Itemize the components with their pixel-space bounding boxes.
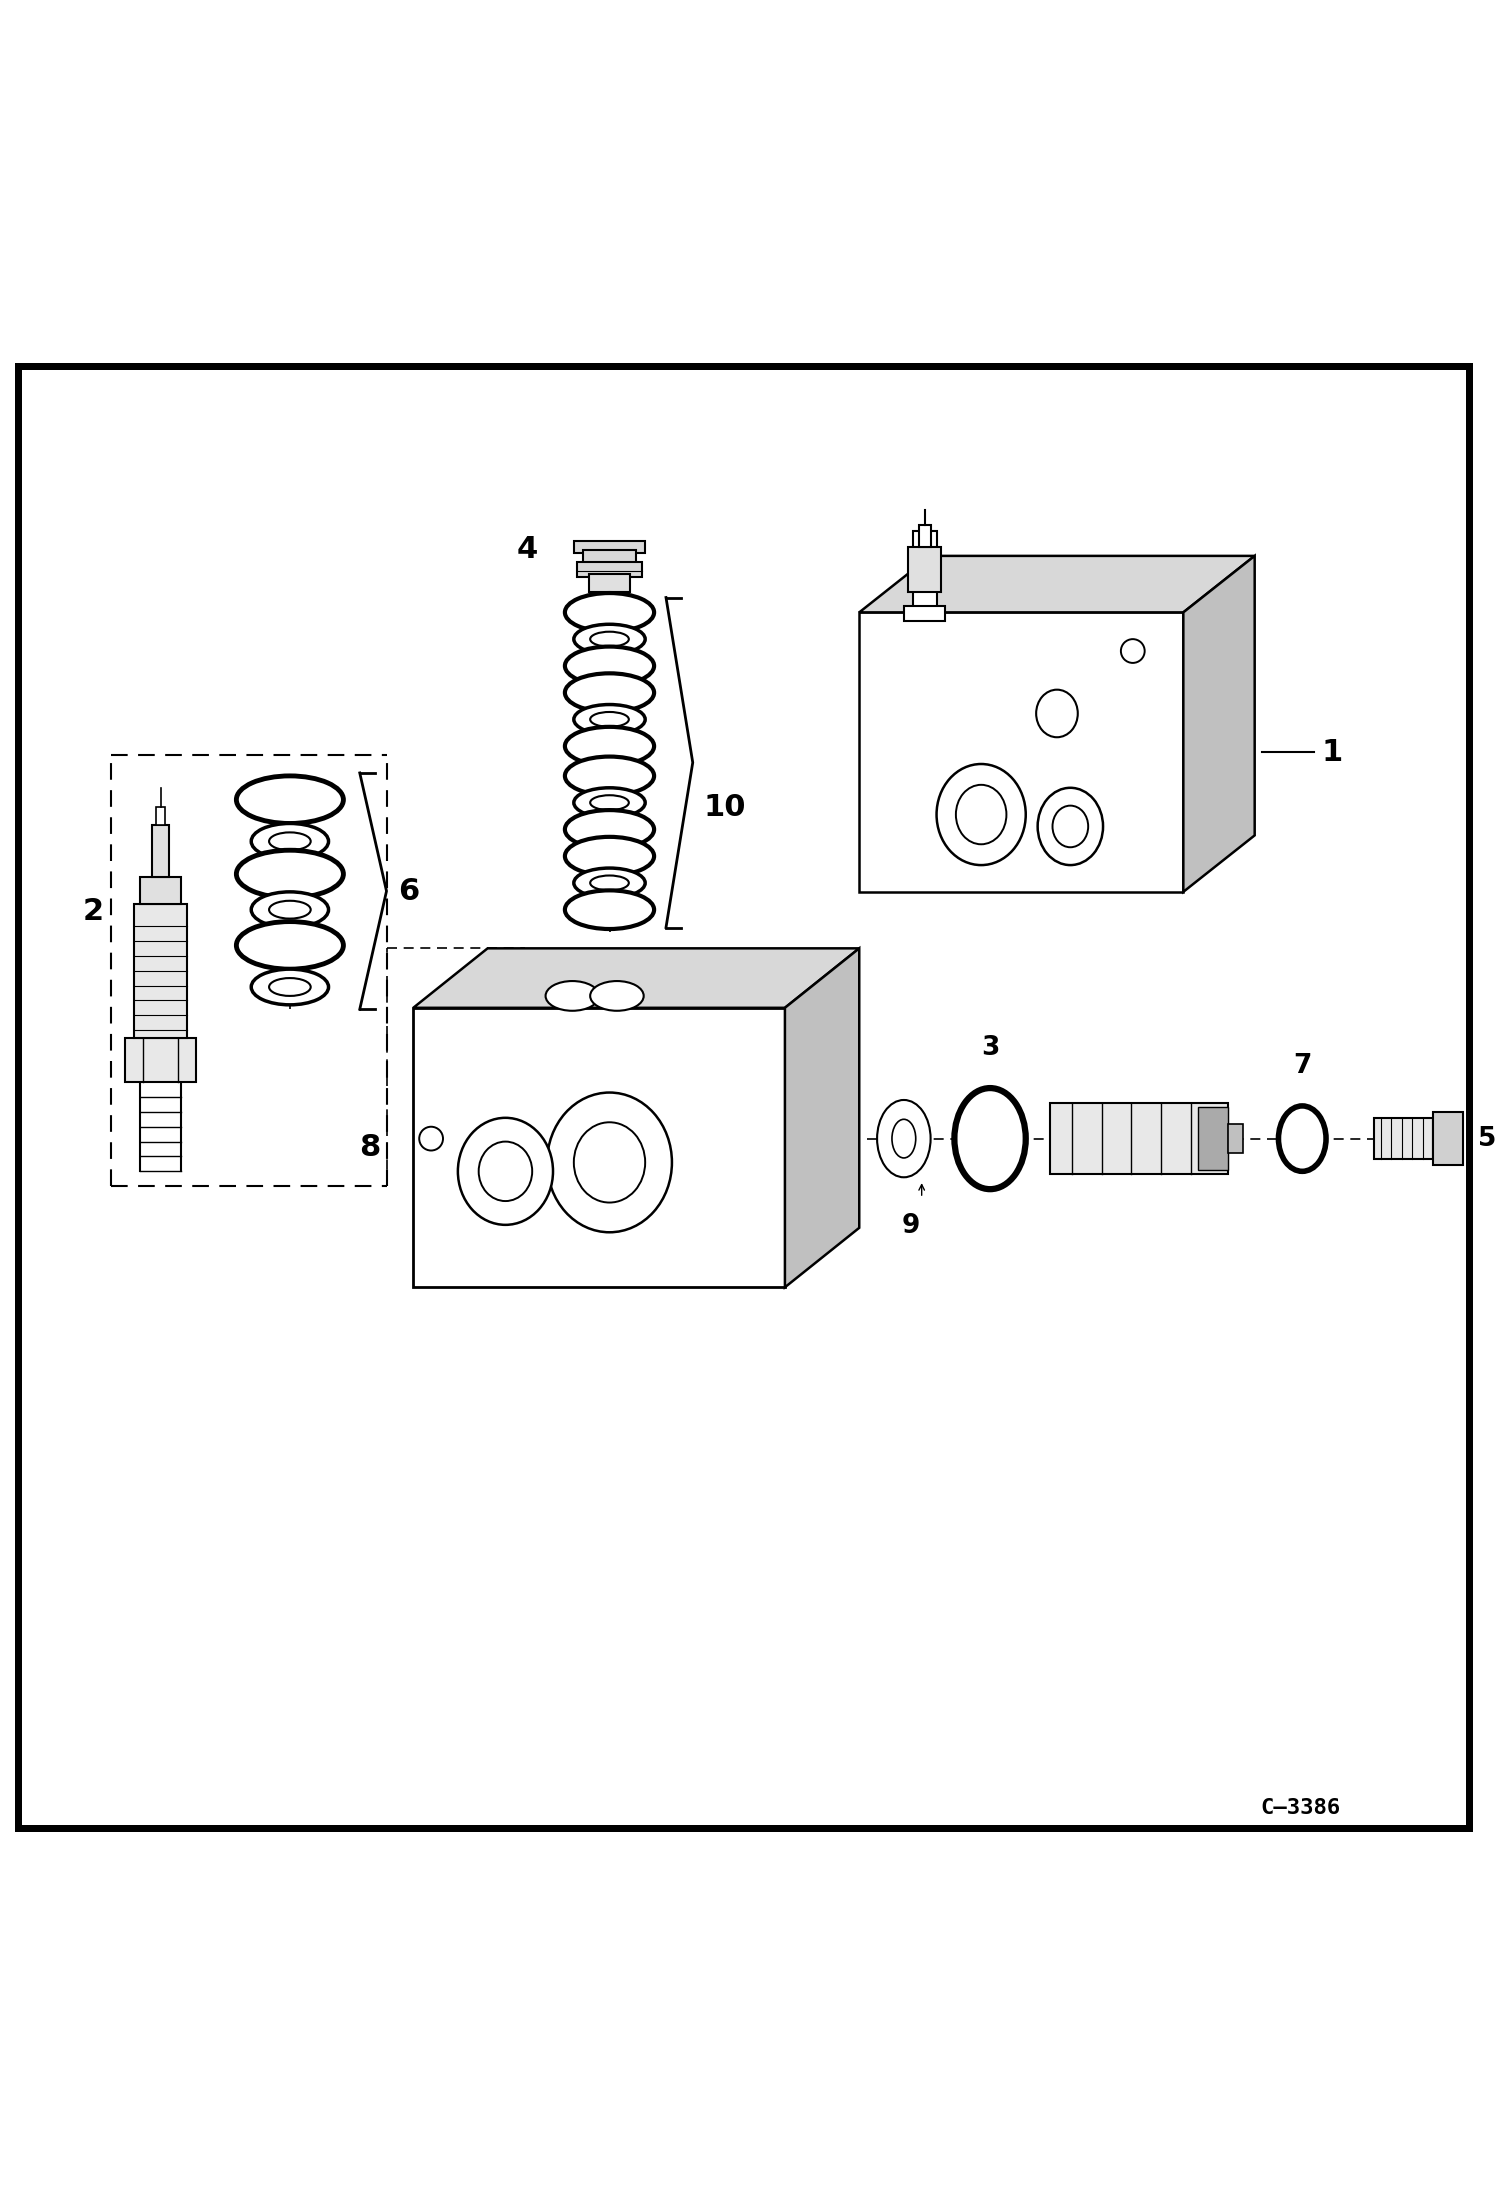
Ellipse shape <box>936 764 1026 864</box>
Ellipse shape <box>547 1093 673 1233</box>
Bar <box>574 542 646 553</box>
Ellipse shape <box>270 902 310 919</box>
Ellipse shape <box>1037 689 1077 737</box>
Bar <box>918 524 930 546</box>
Ellipse shape <box>252 891 328 928</box>
Ellipse shape <box>574 625 646 654</box>
Bar <box>860 612 1183 891</box>
Ellipse shape <box>891 1119 915 1158</box>
Ellipse shape <box>574 1123 646 1202</box>
Ellipse shape <box>565 836 655 875</box>
Ellipse shape <box>565 726 655 766</box>
Text: 10: 10 <box>703 792 746 821</box>
Bar <box>139 878 181 904</box>
Ellipse shape <box>565 757 655 794</box>
Ellipse shape <box>590 632 629 647</box>
Ellipse shape <box>956 785 1007 845</box>
Bar <box>156 807 165 825</box>
Ellipse shape <box>237 921 343 970</box>
Text: C–3386: C–3386 <box>1261 1797 1341 1817</box>
Polygon shape <box>785 948 860 1288</box>
Bar <box>1198 1108 1228 1169</box>
Text: 8: 8 <box>360 1132 380 1163</box>
Ellipse shape <box>479 1141 532 1200</box>
Ellipse shape <box>565 592 655 632</box>
Bar <box>1434 1112 1464 1165</box>
Text: 6: 6 <box>398 878 419 906</box>
Ellipse shape <box>458 1117 553 1224</box>
Ellipse shape <box>590 981 644 1011</box>
Ellipse shape <box>590 713 629 726</box>
Ellipse shape <box>590 794 629 810</box>
Text: 4: 4 <box>517 535 538 564</box>
Ellipse shape <box>565 674 655 713</box>
Text: 5: 5 <box>1477 1126 1497 1152</box>
Ellipse shape <box>565 891 655 928</box>
Ellipse shape <box>1121 638 1144 663</box>
Ellipse shape <box>574 788 646 818</box>
Text: 2: 2 <box>82 897 103 926</box>
Ellipse shape <box>878 1099 930 1178</box>
Polygon shape <box>1183 555 1255 891</box>
Text: 1: 1 <box>1321 737 1342 766</box>
Bar <box>151 825 169 878</box>
Ellipse shape <box>1053 805 1088 847</box>
Ellipse shape <box>1038 788 1103 864</box>
Bar <box>589 573 631 592</box>
Ellipse shape <box>252 970 328 1005</box>
Ellipse shape <box>565 647 655 685</box>
Bar <box>413 1007 785 1288</box>
Bar <box>1228 1123 1243 1154</box>
Bar <box>912 531 936 612</box>
Ellipse shape <box>270 979 310 996</box>
Ellipse shape <box>270 832 310 851</box>
Bar <box>583 551 637 564</box>
Ellipse shape <box>419 1128 443 1150</box>
Ellipse shape <box>565 810 655 849</box>
Bar <box>1050 1104 1228 1174</box>
Ellipse shape <box>1278 1106 1326 1172</box>
Ellipse shape <box>574 704 646 735</box>
Ellipse shape <box>237 777 343 823</box>
Bar <box>1374 1117 1434 1158</box>
Ellipse shape <box>545 981 599 1011</box>
Bar <box>908 546 941 592</box>
Ellipse shape <box>237 851 343 897</box>
Polygon shape <box>413 948 860 1007</box>
Bar <box>124 1038 196 1082</box>
Ellipse shape <box>954 1088 1026 1189</box>
Text: 3: 3 <box>981 1036 999 1062</box>
Bar <box>903 606 945 621</box>
Ellipse shape <box>574 869 646 897</box>
Bar <box>133 904 187 1038</box>
Polygon shape <box>860 555 1255 612</box>
Text: 9: 9 <box>902 1213 920 1240</box>
Text: 7: 7 <box>1293 1053 1311 1079</box>
Ellipse shape <box>590 875 629 891</box>
Bar <box>577 562 643 577</box>
Ellipse shape <box>252 823 328 860</box>
